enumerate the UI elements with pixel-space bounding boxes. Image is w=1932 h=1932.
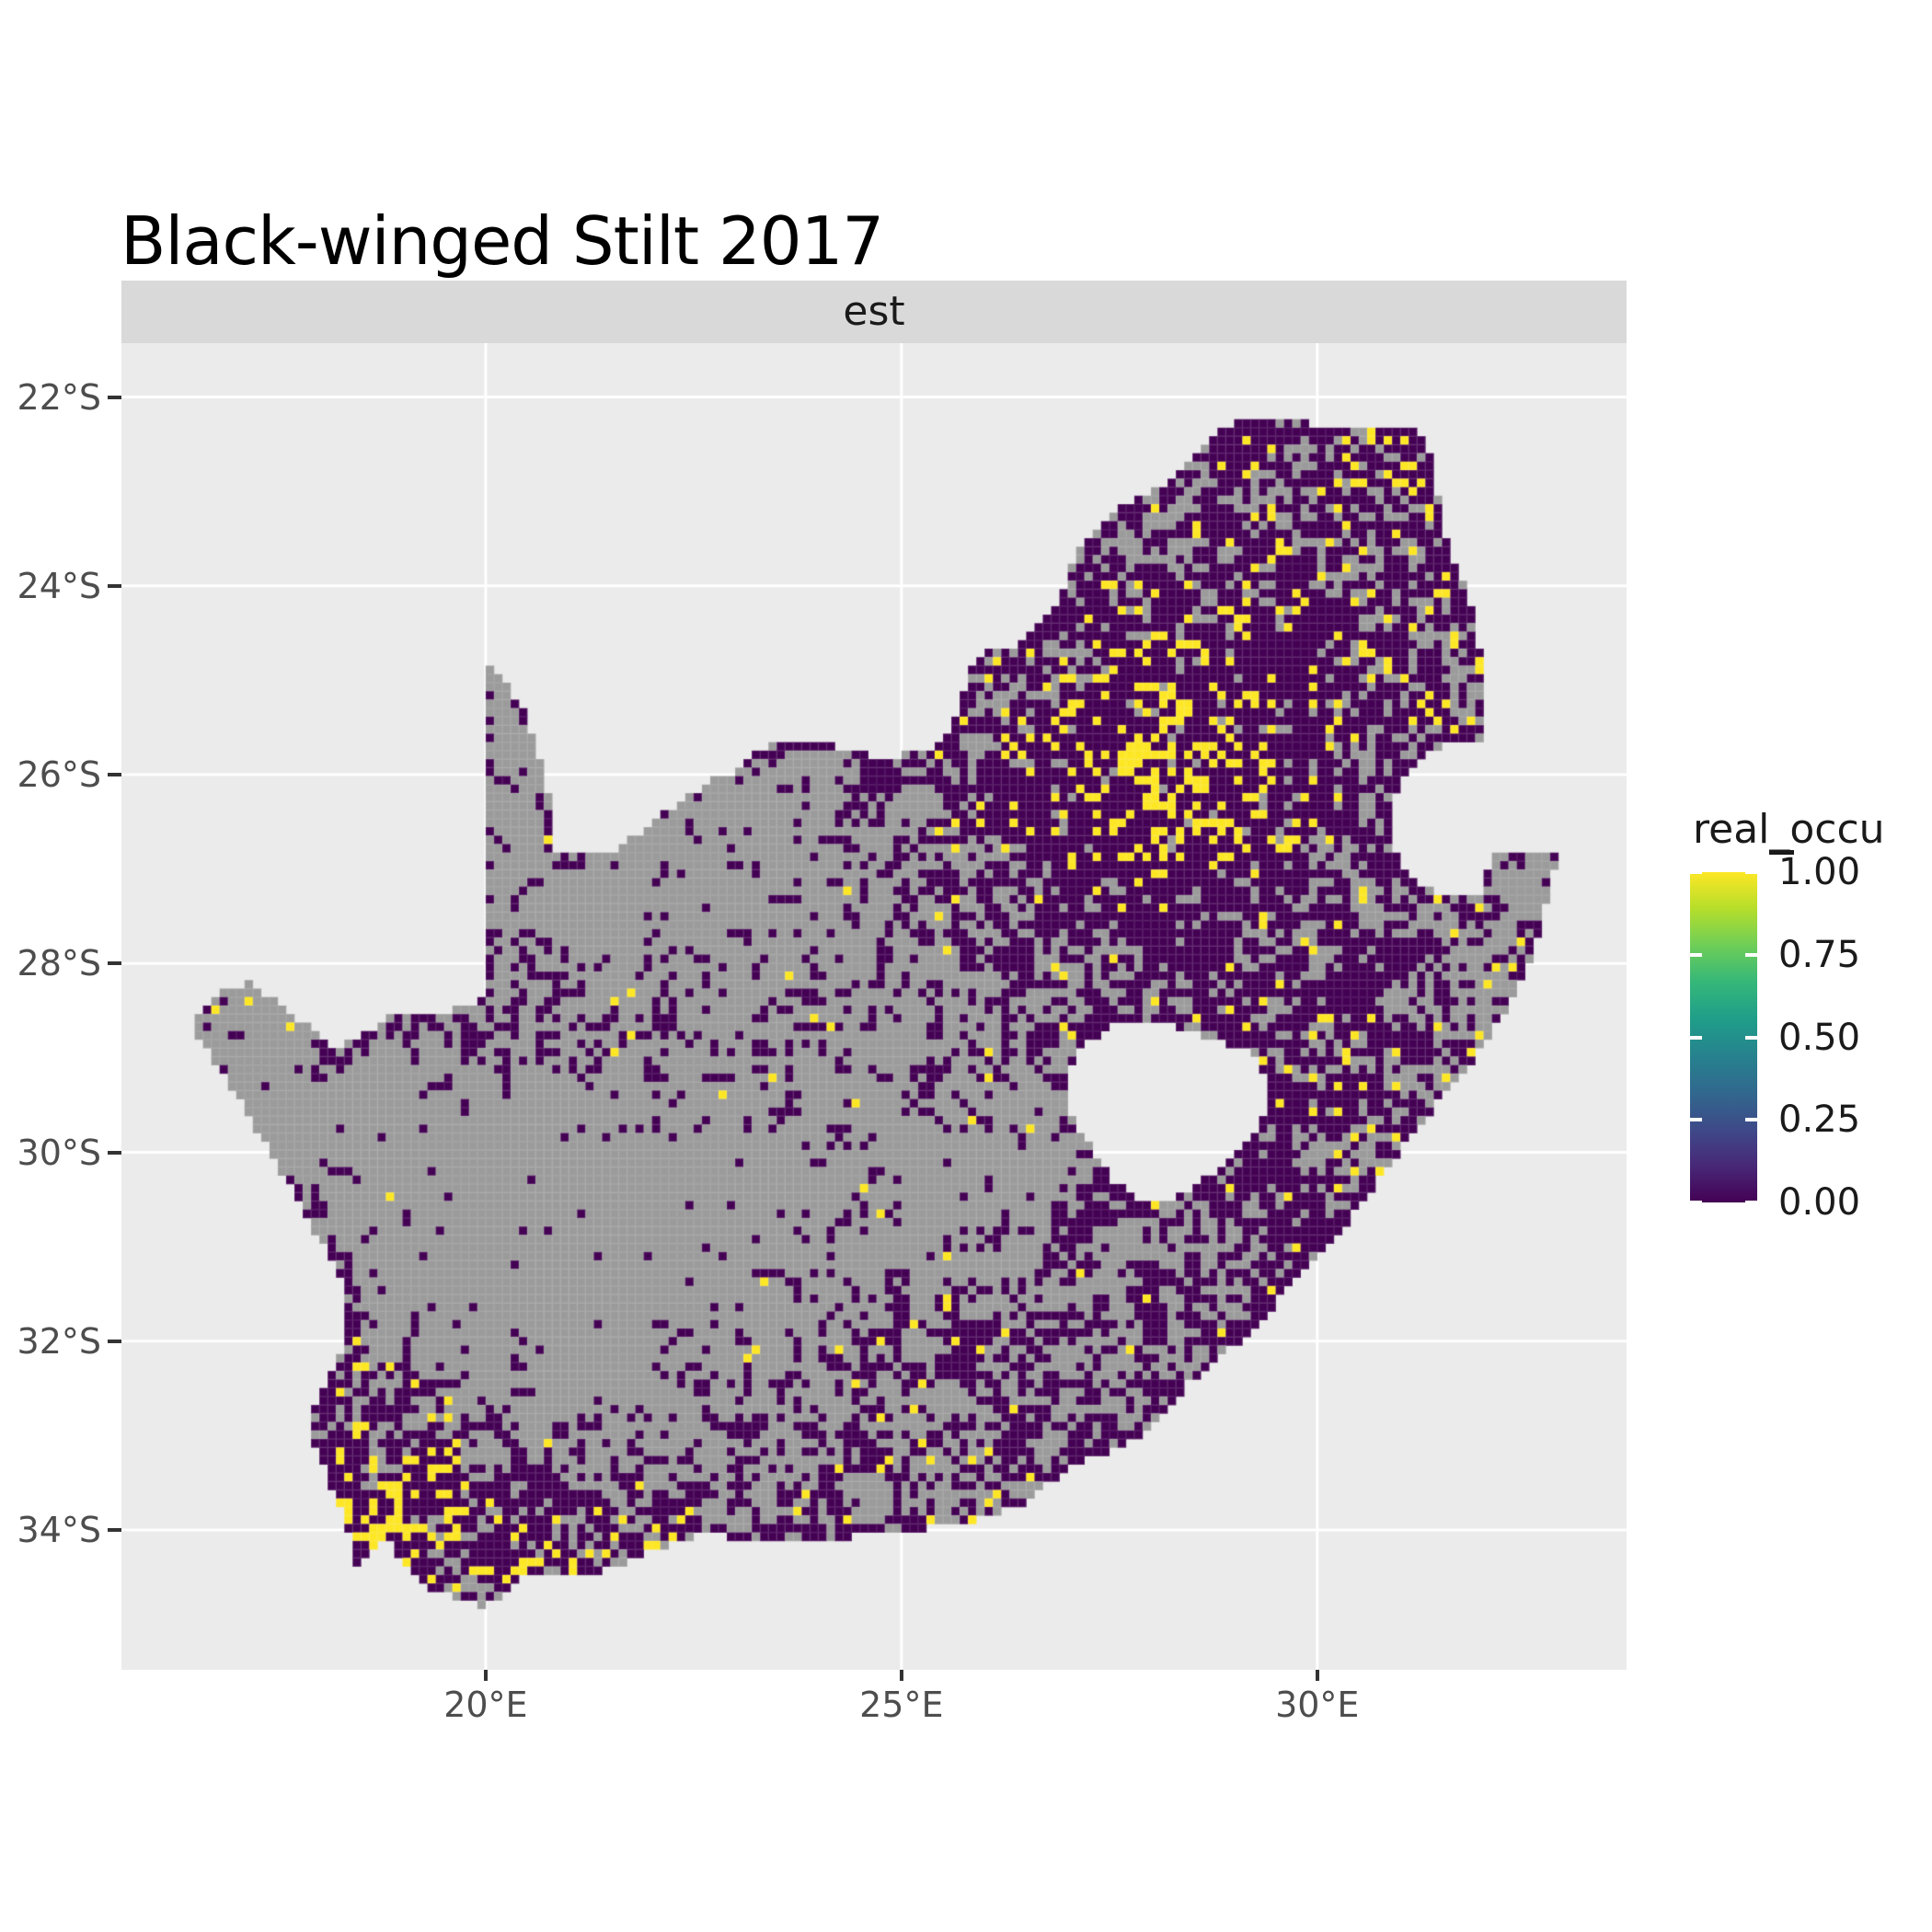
y-axis-tick-label: 32°S — [17, 1320, 101, 1362]
colorbar-tick-mark — [1690, 1035, 1702, 1040]
legend-title: real_occu — [1693, 806, 1885, 853]
legend-colorbar — [1690, 872, 1757, 1202]
colorbar-tick-mark — [1745, 1118, 1757, 1122]
y-axis-tick-mark — [108, 1528, 121, 1533]
y-axis-tick-label: 30°S — [17, 1132, 101, 1173]
colorbar-tick-mark — [1745, 1201, 1757, 1202]
legend: real_occu 1.00 0.75 0.50 0.25 0.00 — [1690, 810, 1929, 1242]
colorbar-tick-mark — [1690, 1118, 1702, 1122]
colorbar-tick-mark — [1745, 872, 1757, 874]
colorbar-tick-mark — [1690, 1201, 1702, 1202]
colorbar-tick-mark — [1690, 872, 1702, 874]
x-axis-tick-label: 25°E — [859, 1685, 944, 1725]
occupancy-raster-map — [121, 343, 1627, 1670]
colorbar-tick-mark — [1745, 952, 1757, 957]
legend-value-label: 1.00 — [1778, 851, 1861, 893]
y-axis-tick-label: 28°S — [17, 943, 101, 984]
y-axis-tick-label: 24°S — [17, 565, 101, 606]
y-axis-tick-mark — [108, 961, 121, 966]
plot-title: Black-winged Stilt 2017 — [121, 202, 884, 280]
x-axis-tick-label: 30°E — [1275, 1685, 1360, 1725]
x-axis-tick-mark — [899, 1670, 903, 1681]
legend-value-label: 0.25 — [1778, 1098, 1861, 1142]
y-axis-tick-mark — [108, 395, 121, 399]
x-axis-tick-label: 20°E — [443, 1685, 528, 1725]
y-axis-tick-mark — [108, 1339, 121, 1343]
y-axis-tick-label: 26°S — [17, 754, 101, 796]
legend-top-tick — [1769, 850, 1794, 855]
y-axis-tick-mark — [108, 1150, 121, 1155]
y-axis-tick-label: 34°S — [17, 1510, 101, 1551]
y-axis-tick-label: 22°S — [17, 376, 101, 418]
facet-strip: est — [121, 281, 1627, 343]
legend-value-label: 0.75 — [1778, 933, 1861, 976]
legend-value-label: 0.50 — [1778, 1016, 1861, 1059]
facet-strip-label: est — [843, 288, 905, 335]
x-axis-tick-mark — [483, 1670, 488, 1681]
x-axis-tick-mark — [1315, 1670, 1319, 1681]
legend-value-label: 0.00 — [1778, 1181, 1861, 1224]
y-axis-tick-mark — [108, 583, 121, 588]
colorbar-tick-mark — [1745, 1035, 1757, 1040]
y-axis-tick-mark — [108, 773, 121, 777]
colorbar-tick-mark — [1690, 952, 1702, 957]
